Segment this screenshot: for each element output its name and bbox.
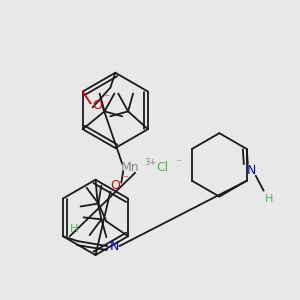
- Text: H: H: [70, 224, 78, 234]
- Text: Mn: Mn: [121, 161, 140, 174]
- Text: ⁻: ⁻: [122, 175, 128, 185]
- Text: H: H: [264, 194, 273, 203]
- Text: N: N: [247, 164, 256, 177]
- Text: 3+: 3+: [144, 158, 156, 167]
- Text: Cl: Cl: [156, 161, 168, 174]
- Text: O: O: [110, 179, 120, 192]
- Text: ⁻: ⁻: [175, 158, 181, 168]
- Text: O: O: [93, 99, 103, 112]
- Text: N: N: [110, 240, 119, 253]
- Text: ⁻: ⁻: [103, 94, 109, 103]
